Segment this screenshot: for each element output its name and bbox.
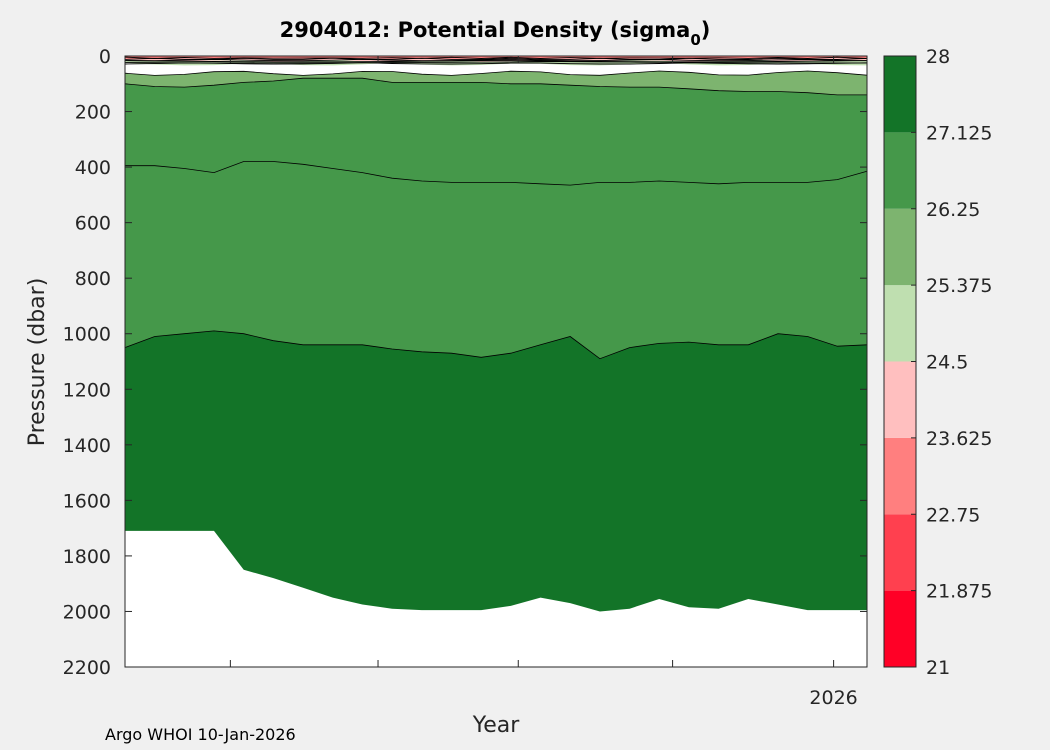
surface-contour-3 — [124, 60, 868, 63]
colorbar-tick-label: 28 — [926, 46, 950, 68]
x-axis-label: Year — [472, 713, 521, 738]
colorbar-segment — [884, 56, 916, 133]
surface-contour-0 — [124, 56, 868, 59]
colorbar-tick-label: 22.75 — [926, 504, 980, 526]
colorbar-segment — [884, 361, 916, 438]
y-tick-label: 2200 — [63, 657, 111, 679]
contour-line-2 — [124, 330, 868, 360]
plot-frame — [124, 55, 868, 668]
colorbar-segment — [884, 590, 916, 667]
y-tick-label: 200 — [75, 102, 111, 124]
y-tick-label: 1800 — [63, 546, 111, 568]
colorbar-segment — [884, 132, 916, 209]
colorbar-segment — [884, 514, 916, 591]
colorbar-tick-label: 27.125 — [926, 122, 992, 144]
y-tick-label: 1200 — [63, 379, 111, 401]
colorbar-tick-label: 24.5 — [926, 352, 968, 374]
y-axis-label: Pressure (dbar) — [25, 278, 50, 447]
colorbar: 21 21.875 22.75 23.625 24.5 25.375 26.25 27.125… — [883, 46, 992, 679]
colorbar-tick-label: 25.375 — [926, 275, 992, 297]
y-tick-label: 400 — [75, 157, 111, 179]
y-tick-label: 1600 — [63, 490, 111, 512]
x-tick-label: 2026 — [809, 687, 857, 709]
surface-contour-4 — [124, 61, 867, 64]
y-tick-label: 800 — [75, 268, 111, 290]
colorbar-segment — [884, 437, 916, 515]
surface-contour-5 — [124, 62, 868, 65]
chart-title: 2904012: Potential Density (sigma0) — [280, 18, 711, 49]
y-tick-label: 1400 — [63, 435, 111, 457]
y-tick-label: 2000 — [63, 601, 111, 623]
surface-contour-2 — [124, 58, 868, 62]
band-27125-28 — [125, 330, 867, 612]
plot-area: 0 200 400 600 800 1000 1200 1400 1600 1800 2000 220… — [63, 46, 868, 709]
y-tick-label: 0 — [99, 46, 111, 68]
surface-contour-1 — [124, 57, 868, 60]
colorbar-tick-label: 21 — [926, 657, 950, 679]
colorbar-segment — [884, 285, 916, 362]
y-tick-label: 1000 — [63, 324, 111, 346]
contour-line-0 — [124, 77, 867, 96]
colorbar-segment — [884, 208, 916, 286]
colorbar-tick-label: 21.875 — [926, 581, 992, 603]
y-tick-label: 600 — [75, 213, 111, 235]
colorbar-tick-label: 23.625 — [926, 428, 992, 450]
colorbar-tick-label: 26.25 — [926, 199, 980, 221]
footer-credit: Argo WHOI 10-Jan-2026 — [105, 725, 296, 744]
band-2625-27125 — [125, 78, 867, 359]
contour-line-surface — [124, 70, 868, 76]
contour-line-1 — [125, 161, 868, 186]
